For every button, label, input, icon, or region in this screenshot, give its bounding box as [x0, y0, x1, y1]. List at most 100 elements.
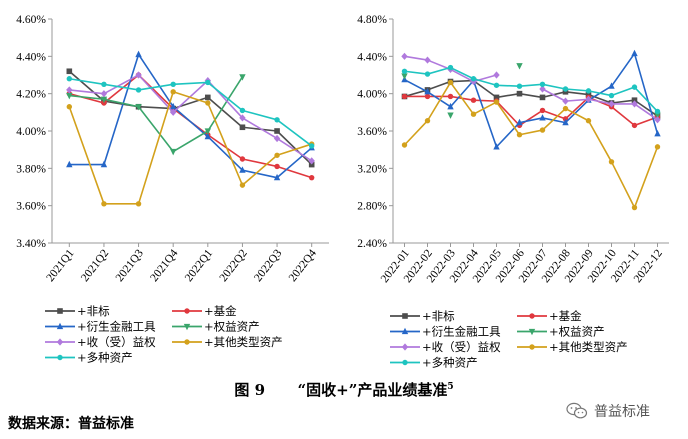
- data-point: [66, 92, 73, 100]
- data-point: [585, 95, 592, 103]
- data-point: [608, 100, 615, 108]
- data-point: [608, 82, 615, 89]
- y-tick-label: 4.40%: [16, 51, 46, 63]
- legend-marker: [402, 359, 408, 366]
- data-point: [401, 93, 408, 100]
- data-point: [239, 114, 246, 122]
- legend-marker: [56, 322, 64, 330]
- data-point: [273, 134, 281, 143]
- data-point: [493, 143, 500, 150]
- data-point: [539, 85, 546, 93]
- data-point: [135, 201, 142, 207]
- legend-label: +基金: [549, 309, 582, 323]
- y-tick-label: 3.40%: [16, 238, 46, 250]
- data-point: [608, 92, 615, 99]
- data-point: [169, 108, 177, 116]
- y-tick-label: 4.80%: [357, 14, 387, 26]
- data-point: [562, 105, 569, 112]
- legend-marker: [529, 313, 535, 319]
- series-line: [69, 53, 313, 179]
- series-line: [69, 76, 244, 153]
- legend-label: +非标: [77, 304, 110, 318]
- data-point: [424, 118, 431, 124]
- data-point: [470, 111, 477, 117]
- data-point: [204, 128, 212, 135]
- series-qita: [66, 89, 315, 207]
- y-tick-label: 4.00%: [16, 126, 46, 138]
- data-point: [424, 88, 431, 95]
- data-point: [204, 132, 212, 140]
- data-point: [493, 99, 500, 105]
- data-point: [562, 89, 569, 95]
- legend-label: +多种资产: [422, 356, 478, 370]
- data-point: [101, 201, 107, 207]
- series-quanyi: [401, 63, 661, 119]
- legend-marker: [184, 308, 190, 314]
- data-source: 数据来源：普益标准: [8, 416, 134, 432]
- data-point: [516, 118, 523, 126]
- legend-item: +非标: [390, 309, 455, 323]
- data-point: [516, 83, 523, 89]
- data-point: [539, 81, 546, 88]
- data-point: [239, 107, 246, 114]
- y-tick-label: 4.40%: [357, 51, 387, 63]
- data-point: [424, 93, 431, 100]
- data-point: [66, 86, 73, 94]
- data-point: [169, 148, 177, 156]
- data-point: [585, 118, 592, 124]
- data-point: [239, 182, 246, 188]
- data-point: [239, 124, 246, 131]
- legend-item: +基金: [172, 304, 237, 318]
- data-point: [401, 52, 408, 60]
- data-point: [401, 73, 408, 80]
- caption-note: 5: [447, 382, 454, 392]
- data-point: [447, 93, 454, 100]
- data-point: [239, 156, 246, 162]
- legend-marker: [184, 339, 190, 345]
- data-point: [631, 97, 638, 103]
- series-line: [404, 52, 659, 148]
- data-point: [66, 104, 73, 110]
- data-point: [274, 152, 280, 158]
- series-line: [69, 74, 312, 179]
- data-point: [205, 100, 211, 106]
- y-tick-label: 4.00%: [357, 89, 387, 101]
- legend-label: +收（受）益权: [77, 335, 156, 349]
- series-line: [403, 81, 659, 209]
- data-point: [654, 130, 661, 137]
- data-point: [308, 174, 315, 181]
- data-point: [169, 102, 177, 110]
- data-point: [447, 79, 454, 86]
- legend-marker: [401, 327, 409, 335]
- data-point: [274, 128, 280, 134]
- legend-label: +衍生金融工具: [77, 320, 156, 334]
- data-point: [539, 94, 546, 101]
- data-point: [631, 84, 638, 90]
- data-point: [493, 71, 500, 79]
- data-point: [447, 64, 454, 71]
- data-point: [135, 50, 142, 58]
- data-point: [516, 63, 523, 70]
- legend-label: +权益资产: [204, 320, 260, 334]
- series-line: [542, 88, 658, 121]
- data-point: [493, 94, 500, 101]
- data-point: [101, 81, 107, 88]
- legend-marker: [57, 308, 63, 314]
- legend-item: +非标: [45, 304, 110, 318]
- data-point: [205, 94, 211, 101]
- legend-marker: [401, 343, 409, 351]
- legend-marker: [56, 338, 64, 346]
- series-yansheng: [401, 49, 661, 150]
- legend-marker: [528, 328, 536, 336]
- data-point: [424, 71, 431, 77]
- data-point: [631, 49, 638, 57]
- data-point: [654, 108, 661, 115]
- legend-marker: [529, 344, 535, 350]
- data-point: [654, 116, 661, 124]
- data-point: [308, 157, 315, 165]
- legend-label: +衍生金融工具: [422, 325, 501, 339]
- chart-quarterly: 4.60%4.40%4.20%4.00%3.80%3.60%3.40%2021Q…: [16, 14, 329, 284]
- legend-label: +其他类型资产: [204, 335, 283, 349]
- data-point: [274, 117, 280, 123]
